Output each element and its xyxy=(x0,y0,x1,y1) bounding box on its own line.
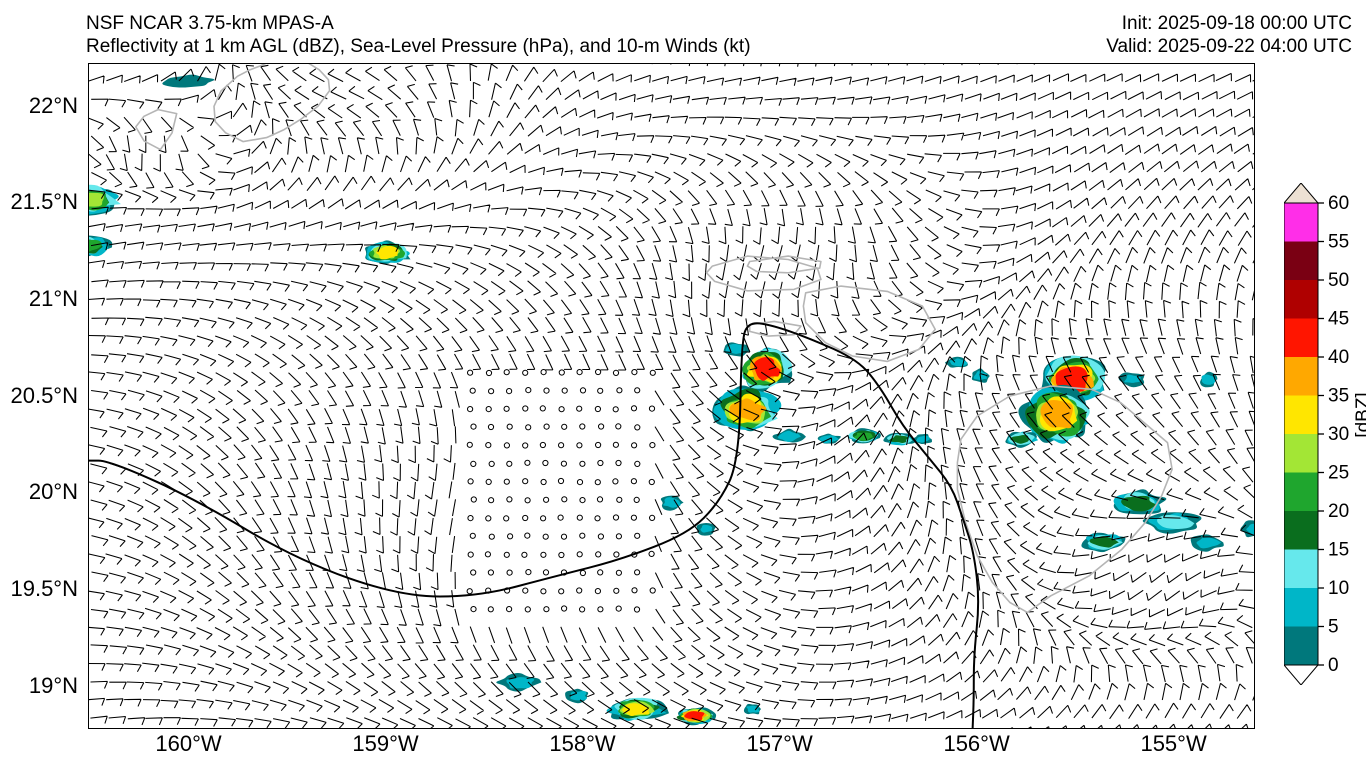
svg-text:15: 15 xyxy=(1328,540,1349,561)
svg-text:0: 0 xyxy=(1328,655,1339,676)
svg-text:25: 25 xyxy=(1328,463,1349,484)
svg-text:40: 40 xyxy=(1328,347,1349,368)
svg-text:35: 35 xyxy=(1328,386,1349,407)
svg-text:30: 30 xyxy=(1328,424,1349,445)
svg-text:45: 45 xyxy=(1328,309,1349,330)
svg-text:10: 10 xyxy=(1328,578,1349,599)
svg-text:5: 5 xyxy=(1328,617,1339,638)
svg-text:60: 60 xyxy=(1328,193,1349,214)
svg-text:20: 20 xyxy=(1328,501,1349,522)
svg-text:55: 55 xyxy=(1328,232,1349,253)
svg-text:50: 50 xyxy=(1328,270,1349,291)
